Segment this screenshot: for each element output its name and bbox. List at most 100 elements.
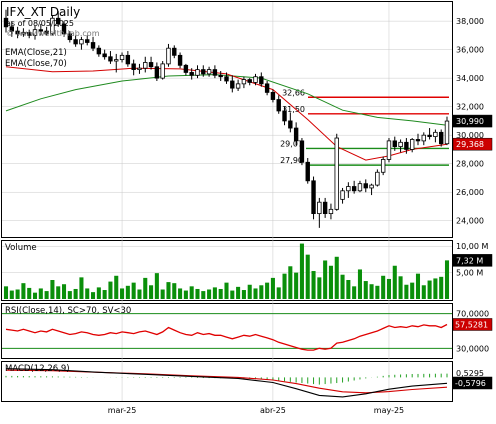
candle-body [380,159,386,173]
volume-bars [3,243,450,299]
candle-body [189,72,194,76]
volume-bar [195,288,200,299]
volume-bar [125,285,130,299]
volume-bar [276,287,281,299]
date-tick-label: may-25 [374,406,404,415]
candle-body [195,69,200,76]
level-label: 29,07 [280,139,303,148]
volume-bar [230,290,235,299]
candle-body [276,99,281,112]
candle-body [79,39,84,45]
volume-bar [352,286,357,299]
volume-bar [44,291,49,299]
candle-body [102,53,107,58]
volume-bar [381,275,386,299]
rsi-pane-title: RSI(Close,14), SC>70, SV<30 [5,306,131,316]
macd-main-line [5,368,448,398]
candle-body [131,63,136,70]
chart-title: IFX_XT Daily [6,5,80,19]
level-label: 27,90 [280,156,303,165]
support-resistance-levels: 32,66 31,50 29,07 27,90 [280,88,449,166]
volume-bar [50,280,55,299]
volume-bar [247,284,252,299]
volume-bar [166,282,171,299]
volume-bar [21,283,26,299]
price-tick-label: 30,000 [456,131,484,140]
volume-bar [201,291,206,299]
volume-bar [369,284,374,299]
volume-bar [102,290,107,299]
volume-bar [67,291,72,299]
volume-bar [375,285,380,299]
candle-body [415,139,421,142]
volume-bar [305,254,310,299]
macd-lines [5,368,448,398]
candle-body [160,63,165,79]
candle-body [177,54,183,66]
volume-bar [259,285,264,299]
candle-body [288,120,293,129]
candle-body [427,134,432,138]
candle-body [433,131,438,138]
rsi-tick-label: 30,0000 [456,344,489,353]
volume-bar [178,288,183,299]
candle-body [15,30,20,35]
rsi-last-label: 57,5281 [455,320,488,329]
candle-body [328,208,334,215]
volume-last-label: 7,32 M [456,256,483,265]
volume-bar [386,278,392,299]
volume-bar [32,292,38,299]
candle-body [351,186,357,192]
candle-body [224,76,229,82]
volume-bar [404,284,409,299]
volume-bar [160,289,165,299]
volume-bar [340,274,345,299]
candle-body [270,92,276,100]
volume-bar [212,287,217,299]
price-tick-label: 38,000 [456,17,484,26]
candle-body [363,183,368,189]
volume-bar [253,288,258,299]
rsi-line [5,323,448,351]
volume-bar [433,278,438,299]
date-tick-label: mar-25 [108,406,137,415]
candle-body [85,39,90,43]
volume-bar [218,288,223,299]
volume-bar [439,276,444,299]
volume-bar [61,284,67,299]
axis-labels: 24,000 26,000 28,000 30,000 32,000 34,000 36,0… [108,17,493,415]
candle-body [56,17,61,25]
candle-body [3,17,9,28]
volume-bar [79,277,84,299]
candle-body [282,110,287,122]
price-tick-label: 36,000 [456,46,484,55]
candle-body [404,141,409,150]
volume-bar [224,282,229,299]
price-tick-label: 34,000 [456,74,484,83]
volume-bar [183,290,188,299]
rsi-line-path [5,323,448,351]
volume-bar [131,282,136,299]
volume-bar [265,282,270,299]
volume-bar [120,288,125,299]
volume-bar [143,277,148,299]
candle-body [409,139,415,150]
candle-body [32,29,38,36]
volume-bar [398,276,403,299]
candle-body [172,47,177,56]
volume-bar [444,260,450,299]
volume-bar [415,273,421,299]
date-tick-label: abr-25 [260,406,286,415]
volume-pane-title: Volume [5,243,37,253]
candle-body [108,56,113,62]
last-close-tag: 30,990 [456,117,484,126]
candle-body [259,76,264,85]
candle-body [96,47,102,55]
rsi-tick-label: 70,0000 [456,310,489,319]
volume-bar [346,280,351,299]
candle-body [444,120,450,145]
candle-body [143,62,148,69]
candle-body [293,127,299,142]
